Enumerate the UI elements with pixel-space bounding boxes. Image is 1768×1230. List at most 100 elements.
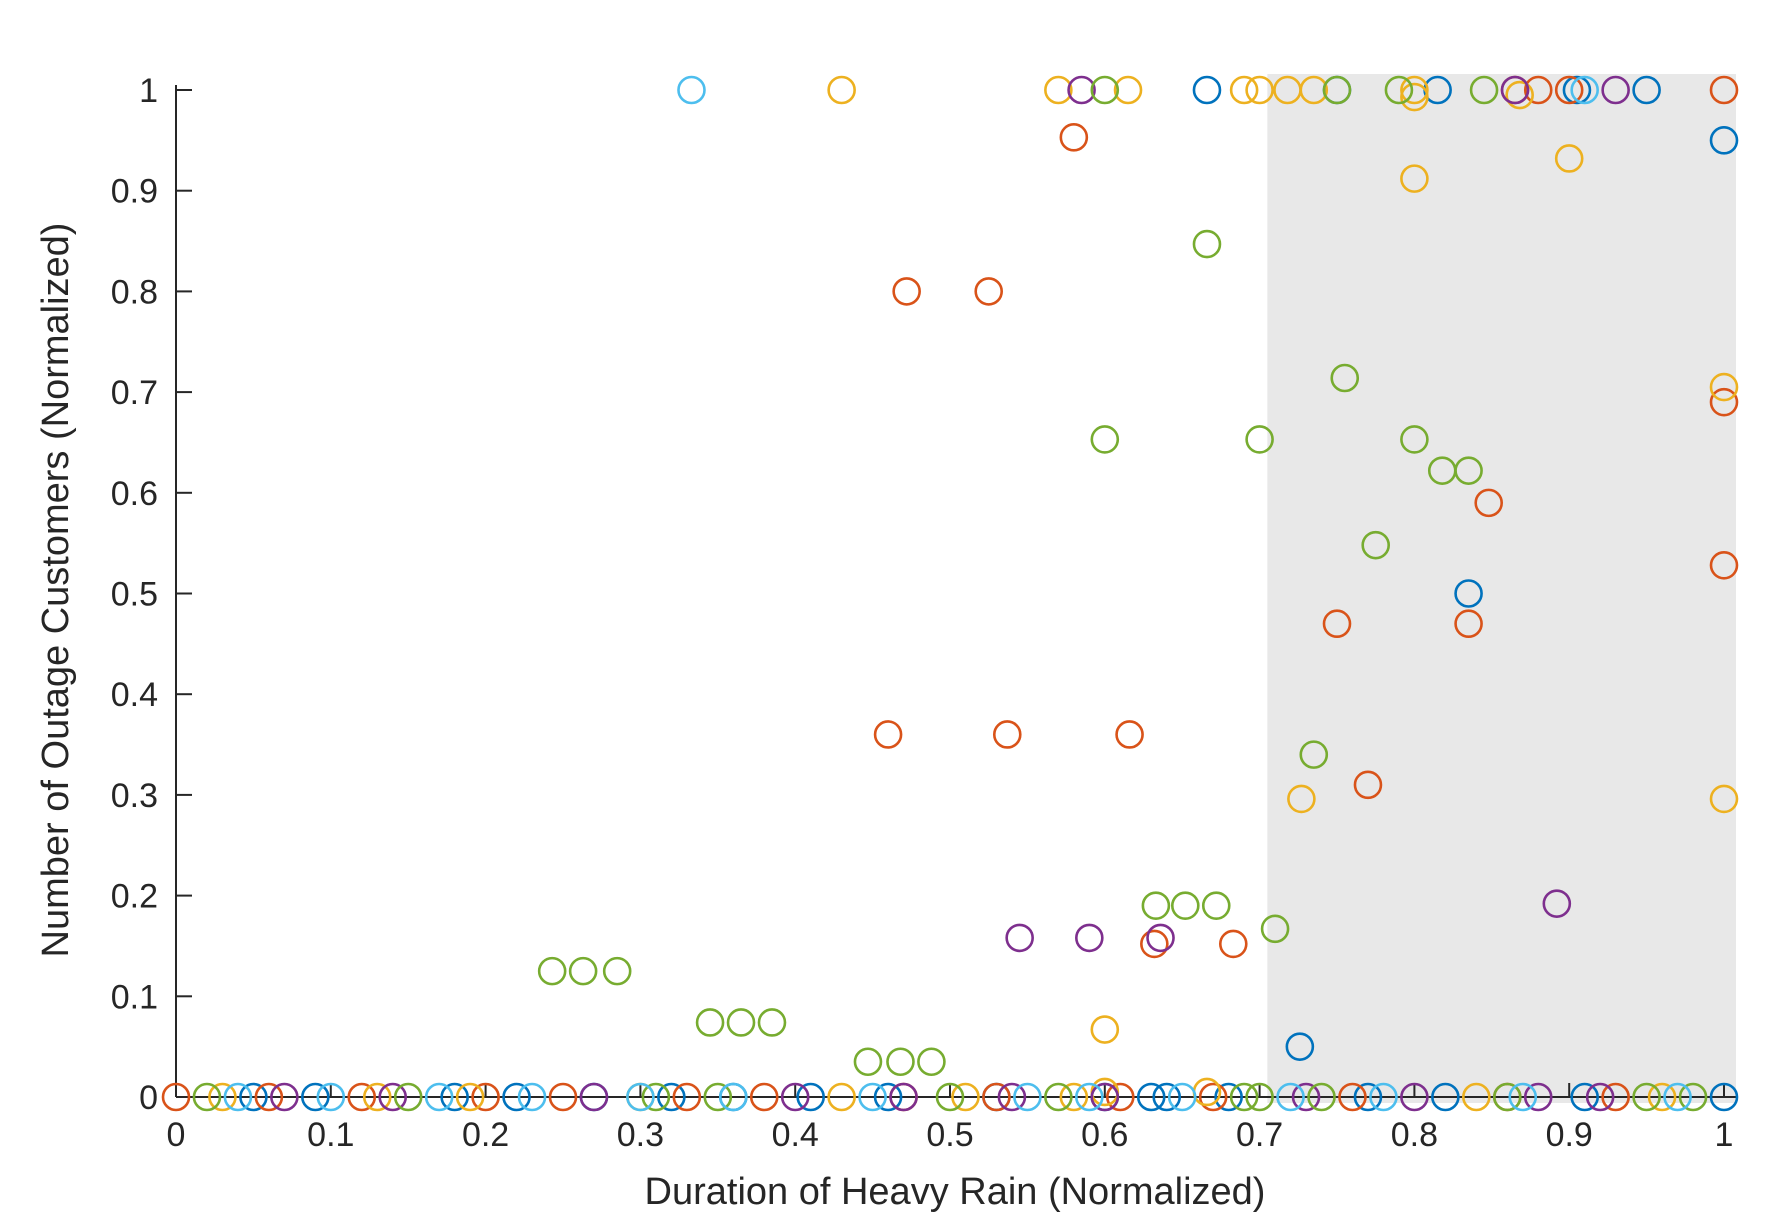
y-tick-label: 0.2 xyxy=(111,878,158,916)
data-point-series-6 xyxy=(316,1082,346,1112)
data-point-series-4 xyxy=(1146,923,1175,953)
data-point-series-2 xyxy=(672,1082,702,1112)
data-point-series-2 xyxy=(974,277,1004,306)
data-point-series-5 xyxy=(1384,75,1414,105)
axes: 0 0.1 0.2 0.3 0.4 0.5 0.6 0.7 0.8 0.9 1 0 0.1 0.2 0.3 0… xyxy=(111,72,1736,1154)
data-point-series-1 xyxy=(1353,1082,1383,1112)
data-point-series-2 xyxy=(1059,123,1089,152)
data-point-series-2 xyxy=(254,1082,284,1112)
data-point-series-4 xyxy=(270,1082,299,1112)
data-point-series-3 xyxy=(1400,164,1429,193)
data-point-series-6 xyxy=(517,1082,547,1112)
data-point-series-2 xyxy=(873,720,903,749)
data-point-series-3 xyxy=(1113,75,1143,105)
data-point-series-5 xyxy=(1307,1082,1336,1112)
data-point-series-5 xyxy=(695,1008,725,1037)
data-point-series-1 xyxy=(1214,1082,1243,1112)
data-point-series-5 xyxy=(1322,75,1352,105)
data-point-series-2 xyxy=(749,1082,779,1112)
data-point-series-5 xyxy=(703,1082,733,1112)
data-point-series-5 xyxy=(1454,456,1483,485)
y-tick-label: 0.1 xyxy=(111,978,158,1016)
axis-labels: Duration of Heavy Rain (Normalized) Numb… xyxy=(35,223,1265,1213)
data-point-series-6 xyxy=(424,1082,454,1112)
y-tick-label: 0.6 xyxy=(111,475,158,513)
data-point-series-3 xyxy=(1709,372,1739,402)
data-point-series-2 xyxy=(1709,75,1739,105)
data-point-series-6 xyxy=(1369,1082,1398,1112)
data-point-series-3 xyxy=(1400,82,1429,112)
data-point-series-6 xyxy=(1663,1082,1692,1112)
data-point-series-4 xyxy=(378,1082,408,1112)
data-point-series-6 xyxy=(718,1082,748,1112)
data-point-series-6 xyxy=(1167,1082,1197,1112)
data-point-series-5 xyxy=(1361,530,1390,560)
data-point-series-3 xyxy=(208,1082,237,1112)
data-point-series-3 xyxy=(1400,75,1429,105)
data-point-series-5 xyxy=(1678,1082,1708,1112)
data-point-series-2 xyxy=(1140,929,1169,959)
data-point-series-1 xyxy=(502,1082,531,1112)
y-axis-label: Number of Outage Customers (Normalized) xyxy=(35,223,77,958)
data-point-series-6 xyxy=(1570,75,1599,105)
data-point-series-2 xyxy=(1474,488,1504,518)
data-point-series-2 xyxy=(548,1082,578,1112)
data-point-series-5 xyxy=(393,1082,423,1112)
y-tick-label: 0.7 xyxy=(111,374,158,412)
data-point-series-6 xyxy=(1508,1082,1538,1112)
data-point-series-1 xyxy=(1632,75,1661,105)
data-point-series-4 xyxy=(1400,1082,1429,1112)
x-tick-label: 1 xyxy=(1715,1116,1734,1154)
data-point-series-5 xyxy=(602,956,632,986)
data-point-series-2 xyxy=(1322,609,1352,639)
data-point-series-6 xyxy=(223,1082,253,1112)
data-point-series-4 xyxy=(1585,1082,1615,1112)
data-point-series-4 xyxy=(1075,923,1104,953)
data-point-series-2 xyxy=(471,1082,500,1112)
data-point-series-1 xyxy=(1431,1082,1460,1112)
data-point-series-2 xyxy=(161,1082,191,1112)
data-point-series-2 xyxy=(1353,770,1383,800)
data-point-series-3 xyxy=(455,1082,485,1112)
data-point-series-2 xyxy=(1198,1082,1228,1112)
data-point-series-6 xyxy=(858,1082,887,1112)
data-point-series-5 xyxy=(1090,425,1120,454)
data-point-series-2 xyxy=(1709,551,1739,580)
data-point-series-5 xyxy=(537,956,567,986)
data-point-series-5 xyxy=(757,1008,787,1037)
x-axis-label: Duration of Heavy Rain (Normalized) xyxy=(645,1171,1266,1213)
data-point-series-3 xyxy=(1245,75,1274,105)
data-point-series-3 xyxy=(827,75,856,105)
data-point-series-3 xyxy=(1505,80,1534,110)
x-tick-label: 0.8 xyxy=(1391,1116,1438,1154)
data-point-series-5 xyxy=(1245,425,1274,454)
data-point-series-1 xyxy=(1285,1032,1315,1061)
data-point-series-5 xyxy=(192,1082,222,1112)
data-point-series-5 xyxy=(886,1047,915,1077)
data-point-series-5 xyxy=(1330,363,1360,393)
x-tick-label: 0.9 xyxy=(1546,1116,1593,1154)
y-tick-label: 1 xyxy=(139,72,158,110)
data-point-series-4 xyxy=(1523,1082,1553,1112)
data-point-series-2 xyxy=(347,1082,377,1112)
x-tick-label: 0.2 xyxy=(462,1116,509,1154)
data-point-series-2 xyxy=(892,277,921,306)
data-point-series-1 xyxy=(1709,126,1739,155)
data-point-series-6 xyxy=(1276,1082,1305,1112)
data-point-series-3 xyxy=(827,1082,856,1112)
data-point-series-3 xyxy=(1647,1082,1677,1112)
data-point-series-4 xyxy=(1291,1082,1321,1112)
data-point-series-1 xyxy=(440,1082,469,1112)
data-point-series-5 xyxy=(1245,1082,1274,1112)
data-point-series-5 xyxy=(1469,75,1499,105)
data-point-series-5 xyxy=(1090,75,1120,105)
data-point-series-2 xyxy=(1338,1082,1367,1112)
data-point-series-3 xyxy=(1287,784,1316,814)
y-tick-label: 0.9 xyxy=(111,173,158,211)
data-point-series-5 xyxy=(1192,229,1222,259)
y-tick-label: 0.8 xyxy=(111,273,158,311)
data-point-series-3 xyxy=(362,1082,392,1112)
data-point-series-4 xyxy=(1601,75,1630,105)
data-point-series-4 xyxy=(1500,75,1530,105)
